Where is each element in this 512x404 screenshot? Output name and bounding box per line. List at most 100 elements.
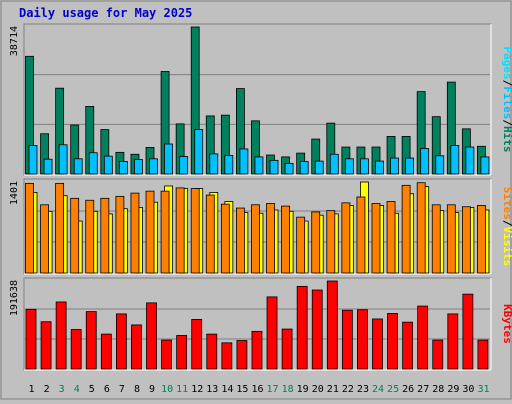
y-series-label: Pages/Files/Hits (501, 47, 512, 153)
bar-files (73, 158, 83, 175)
x-tick-label: 15 (236, 384, 248, 395)
bar-files (269, 159, 279, 175)
bar-files (103, 155, 113, 175)
x-tick-label: 14 (221, 384, 233, 395)
bar-files (194, 129, 204, 175)
y-series-label-part: / (501, 80, 512, 87)
x-tick-label: 7 (119, 384, 125, 395)
bar-files (344, 158, 354, 175)
y-series-label-part: Pages (501, 47, 512, 80)
y-max-label: 1401 (9, 181, 20, 205)
bar-sites (446, 204, 456, 274)
bar-files (134, 159, 143, 175)
bar-files (58, 144, 68, 175)
bar-files (314, 160, 324, 175)
x-tick-label: 6 (104, 384, 110, 395)
bar-kbytes (402, 321, 414, 370)
x-tick-label: 8 (134, 384, 140, 395)
bar-sites (386, 201, 396, 274)
bar-sites (281, 205, 290, 274)
y-series-label: Sites/Visits (501, 187, 512, 267)
bar-files (299, 161, 309, 175)
bar-kbytes (357, 309, 368, 370)
bar-files (224, 154, 234, 175)
bar-kbytes (341, 309, 353, 370)
bar-sites (341, 202, 351, 274)
x-tick-label: 23 (357, 384, 369, 395)
bar-kbytes (326, 280, 338, 370)
bar-kbytes (311, 289, 323, 370)
bar-kbytes (432, 339, 444, 370)
bar-files (375, 160, 384, 175)
bar-files (420, 148, 430, 175)
x-tick-label: 28 (432, 384, 444, 395)
x-tick-label: 5 (89, 384, 95, 395)
x-tick-label: 29 (447, 384, 459, 395)
x-tick-label: 1 (29, 384, 35, 395)
bar-files (28, 145, 38, 175)
bar-sites (145, 190, 155, 274)
bar-files (390, 157, 399, 175)
bar-kbytes (296, 285, 308, 370)
bar-files (329, 153, 339, 175)
bar-sites (130, 192, 140, 274)
x-tick-label: 27 (417, 384, 429, 395)
bar-kbytes (462, 293, 474, 370)
bar-sites (25, 182, 34, 274)
bar-kbytes (387, 313, 398, 370)
bar-kbytes (191, 319, 203, 370)
bar-kbytes (161, 339, 172, 370)
bar-files (209, 153, 219, 175)
bar-sites (115, 195, 125, 274)
bar-files (179, 156, 189, 175)
x-tick-label: 9 (149, 384, 155, 395)
bar-kbytes (176, 335, 188, 370)
bar-kbytes (146, 302, 157, 370)
x-tick-label: 2 (44, 384, 50, 395)
bar-sites (160, 190, 170, 274)
x-tick-label: 22 (342, 384, 354, 395)
bar-sites (251, 204, 260, 274)
x-tick-label: 26 (402, 384, 414, 395)
bar-sites (311, 211, 321, 274)
bar-kbytes (70, 329, 82, 370)
bar-files (118, 161, 128, 175)
bar-sites (220, 203, 230, 274)
x-tick-label: 20 (312, 384, 324, 395)
bar-kbytes (266, 296, 278, 370)
x-tick-label: 21 (327, 384, 339, 395)
x-tick-label: 25 (387, 384, 399, 395)
bar-sites (461, 206, 471, 274)
bar-sites (70, 197, 80, 274)
y-max-label: 191638 (9, 280, 20, 316)
x-tick-label: 13 (206, 384, 218, 395)
bar-kbytes (85, 311, 97, 370)
bar-sites (296, 216, 306, 274)
bar-files (450, 145, 460, 175)
bar-kbytes (447, 313, 459, 370)
y-series-label-part: Files (501, 86, 512, 119)
bar-sites (100, 197, 110, 274)
y-max-label: 38714 (9, 26, 20, 56)
x-tick-label: 4 (74, 384, 80, 395)
bar-sites (477, 205, 486, 274)
bar-files (239, 148, 249, 175)
bar-sites (371, 203, 381, 274)
y-series-label-part: Sites (501, 187, 512, 220)
bar-kbytes (40, 321, 52, 370)
bar-files (284, 162, 294, 175)
bar-sites (416, 182, 426, 274)
bar-kbytes (25, 308, 37, 370)
bar-files (164, 143, 173, 175)
bar-files (435, 155, 445, 175)
x-tick-label: 12 (191, 384, 203, 395)
bar-kbytes (115, 313, 127, 370)
bar-files (88, 152, 98, 175)
bar-kbytes (372, 318, 383, 370)
x-tick-label: 3 (59, 384, 65, 395)
bar-kbytes (417, 305, 429, 370)
x-tick-label: 17 (267, 384, 279, 395)
bar-kbytes (236, 340, 248, 370)
